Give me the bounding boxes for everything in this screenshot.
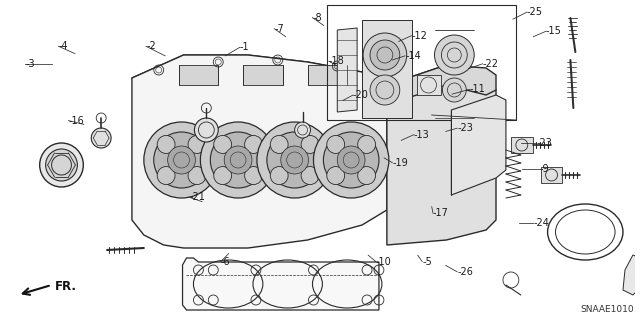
Text: -17: -17	[433, 208, 449, 218]
Text: -16: -16	[68, 115, 84, 126]
Polygon shape	[362, 20, 412, 118]
Text: FR.: FR.	[54, 279, 77, 293]
Circle shape	[442, 78, 467, 102]
Text: -25: -25	[527, 7, 543, 17]
Circle shape	[157, 167, 175, 185]
Circle shape	[154, 132, 209, 188]
Bar	[328, 5, 516, 120]
Circle shape	[314, 122, 389, 198]
Text: -4: -4	[58, 41, 68, 51]
Circle shape	[211, 132, 266, 188]
Circle shape	[188, 167, 206, 185]
Circle shape	[358, 136, 376, 153]
Circle shape	[370, 75, 400, 105]
Circle shape	[214, 136, 232, 153]
Text: -6: -6	[221, 256, 230, 267]
Text: -13: -13	[414, 130, 429, 140]
Circle shape	[267, 132, 323, 188]
Circle shape	[214, 167, 232, 185]
Polygon shape	[623, 255, 640, 295]
Circle shape	[244, 136, 262, 153]
Circle shape	[358, 167, 376, 185]
Circle shape	[327, 167, 345, 185]
Circle shape	[244, 167, 262, 185]
Circle shape	[370, 40, 400, 70]
Text: -15: -15	[546, 26, 562, 36]
Text: -19: -19	[392, 158, 408, 168]
Text: -2: -2	[146, 41, 156, 51]
Circle shape	[301, 136, 319, 153]
Circle shape	[92, 128, 111, 148]
Text: -23: -23	[457, 123, 473, 133]
Polygon shape	[511, 137, 532, 153]
Text: -23: -23	[536, 138, 552, 148]
Text: -1: -1	[240, 42, 250, 52]
Circle shape	[40, 143, 83, 187]
Circle shape	[301, 167, 319, 185]
Polygon shape	[541, 167, 563, 183]
Polygon shape	[387, 65, 496, 245]
Circle shape	[144, 122, 220, 198]
Polygon shape	[337, 28, 357, 112]
Polygon shape	[132, 55, 387, 105]
Text: -11: -11	[470, 84, 486, 94]
Text: -21: -21	[189, 192, 205, 202]
Text: -12: -12	[412, 31, 428, 41]
Circle shape	[200, 122, 276, 198]
Text: -3: -3	[26, 59, 35, 69]
Text: -24: -24	[533, 218, 549, 228]
Circle shape	[270, 136, 288, 153]
Circle shape	[435, 35, 474, 75]
Circle shape	[281, 146, 308, 174]
Text: -7: -7	[275, 24, 284, 34]
Text: -9: -9	[540, 164, 549, 174]
Circle shape	[294, 122, 310, 138]
Circle shape	[257, 122, 332, 198]
Circle shape	[45, 149, 77, 181]
Polygon shape	[308, 65, 348, 85]
Circle shape	[363, 33, 407, 77]
Circle shape	[168, 146, 195, 174]
Polygon shape	[179, 65, 218, 85]
Circle shape	[157, 136, 175, 153]
Polygon shape	[451, 95, 506, 195]
Circle shape	[188, 136, 206, 153]
Text: -26: -26	[457, 267, 473, 277]
Circle shape	[224, 146, 252, 174]
Text: -20: -20	[353, 90, 369, 100]
Polygon shape	[387, 65, 496, 105]
Text: -8: -8	[312, 12, 322, 23]
Circle shape	[327, 136, 345, 153]
Circle shape	[195, 118, 218, 142]
Polygon shape	[132, 55, 387, 248]
Text: -10: -10	[376, 256, 392, 267]
Text: -14: -14	[405, 51, 421, 61]
Polygon shape	[417, 75, 442, 95]
Text: SNAAE1010: SNAAE1010	[580, 305, 634, 314]
Circle shape	[323, 132, 379, 188]
Polygon shape	[182, 258, 379, 310]
Text: -5: -5	[422, 256, 432, 267]
Circle shape	[270, 167, 288, 185]
Text: -18: -18	[329, 56, 344, 66]
Text: -22: -22	[483, 59, 499, 69]
Circle shape	[337, 146, 365, 174]
Polygon shape	[243, 65, 283, 85]
